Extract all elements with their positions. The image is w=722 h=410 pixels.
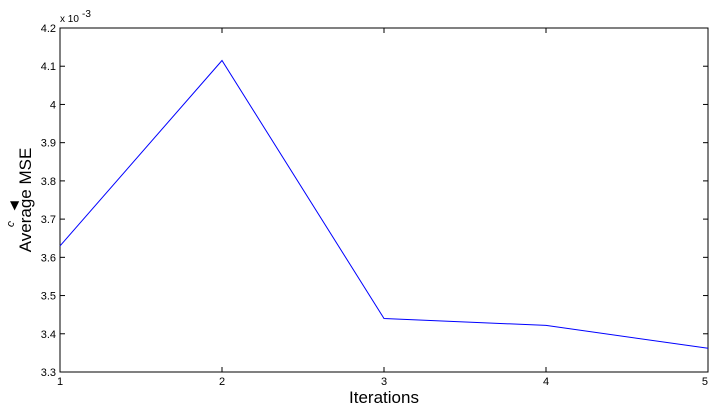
y-tick-label: 3.6 bbox=[41, 252, 56, 264]
series-line-0 bbox=[59, 59, 709, 349]
series-layer bbox=[59, 59, 709, 349]
x-tick-label: 4 bbox=[543, 376, 549, 388]
y-axis-label: Average MSE bbox=[16, 148, 35, 253]
x-tick-label: 3 bbox=[381, 376, 387, 388]
x-tick-label: 2 bbox=[219, 376, 225, 388]
x-tick-label: 1 bbox=[57, 376, 63, 388]
plot-area bbox=[59, 27, 709, 373]
y-tick-label: 3.9 bbox=[41, 138, 56, 150]
y-tick-label: 4 bbox=[50, 99, 56, 111]
y-tick-label: 3.4 bbox=[41, 329, 56, 341]
y-axis: 3.3 3.4 3.5 3.6 3.7 3.8 3.9 4 4.1 4.2 bbox=[41, 23, 708, 379]
y-tick-label: 3.8 bbox=[41, 176, 56, 188]
x-axis-label: Iterations bbox=[349, 388, 419, 407]
side-mark-letter: c bbox=[4, 218, 17, 229]
y-tick-label: 3.3 bbox=[41, 367, 56, 379]
y-tick-label: 4.2 bbox=[41, 23, 56, 35]
triangle-down-icon: ▼ bbox=[10, 198, 20, 212]
y-tick-label: 4.1 bbox=[41, 61, 56, 73]
y-exponent-base: x 10 bbox=[60, 14, 79, 25]
y-tick-label: 3.7 bbox=[41, 214, 56, 226]
y-exponent-power: -3 bbox=[82, 9, 91, 20]
x-tick-label: 5 bbox=[702, 376, 708, 388]
y-tick-label: 3.5 bbox=[41, 291, 56, 303]
x-axis: 1 2 3 4 5 bbox=[57, 28, 709, 388]
